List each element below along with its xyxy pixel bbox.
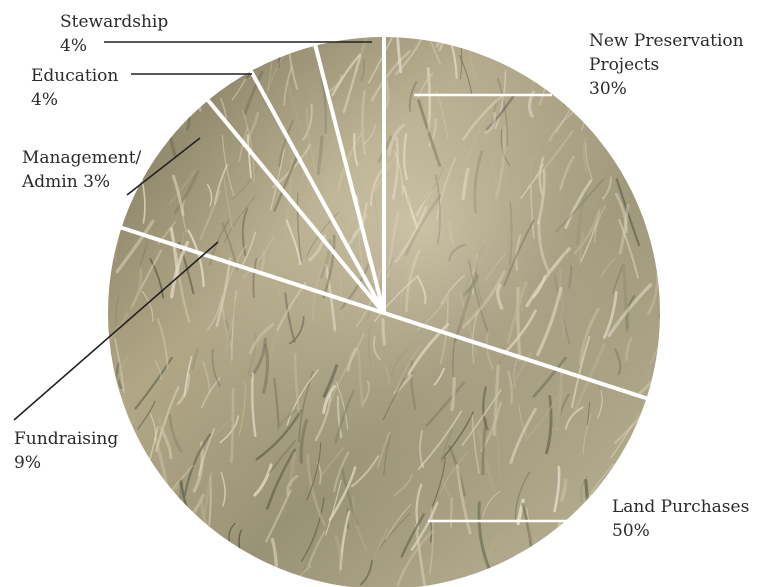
- data-label-new-preservation-projects: New Preservation Projects 30%: [589, 31, 744, 99]
- slice-separator: [312, 43, 386, 314]
- label-line: Fundraising: [14, 429, 118, 449]
- slice-separator: [118, 225, 385, 315]
- data-label-fundraising: Fundraising 9%: [14, 429, 118, 473]
- leader-line-management-admin: [126, 137, 201, 196]
- label-line: 4%: [31, 90, 58, 110]
- slice-separator: [383, 311, 650, 401]
- slice-separator: [248, 68, 386, 314]
- label-line: 9%: [14, 453, 41, 473]
- label-line: 4%: [60, 36, 87, 56]
- label-line: Projects: [589, 55, 659, 75]
- label-line: Management/: [22, 148, 142, 168]
- data-label-management-admin: Management/Admin 3%: [21, 148, 142, 192]
- label-line: 50%: [612, 521, 650, 541]
- data-label-education: Education 4%: [31, 66, 118, 110]
- leader-line-fundraising: [13, 241, 219, 421]
- label-line: New Preservation: [589, 31, 744, 51]
- label-line: Admin 3%: [21, 172, 110, 192]
- label-line: 30%: [589, 79, 627, 99]
- data-label-land-purchases: Land Purchases 50%: [612, 497, 749, 541]
- data-label-stewardship: Stewardship 4%: [60, 12, 168, 56]
- label-line: Land Purchases: [612, 497, 749, 517]
- label-line: Education: [31, 66, 118, 86]
- slice-separator: [205, 97, 386, 315]
- label-line: Stewardship: [60, 12, 168, 32]
